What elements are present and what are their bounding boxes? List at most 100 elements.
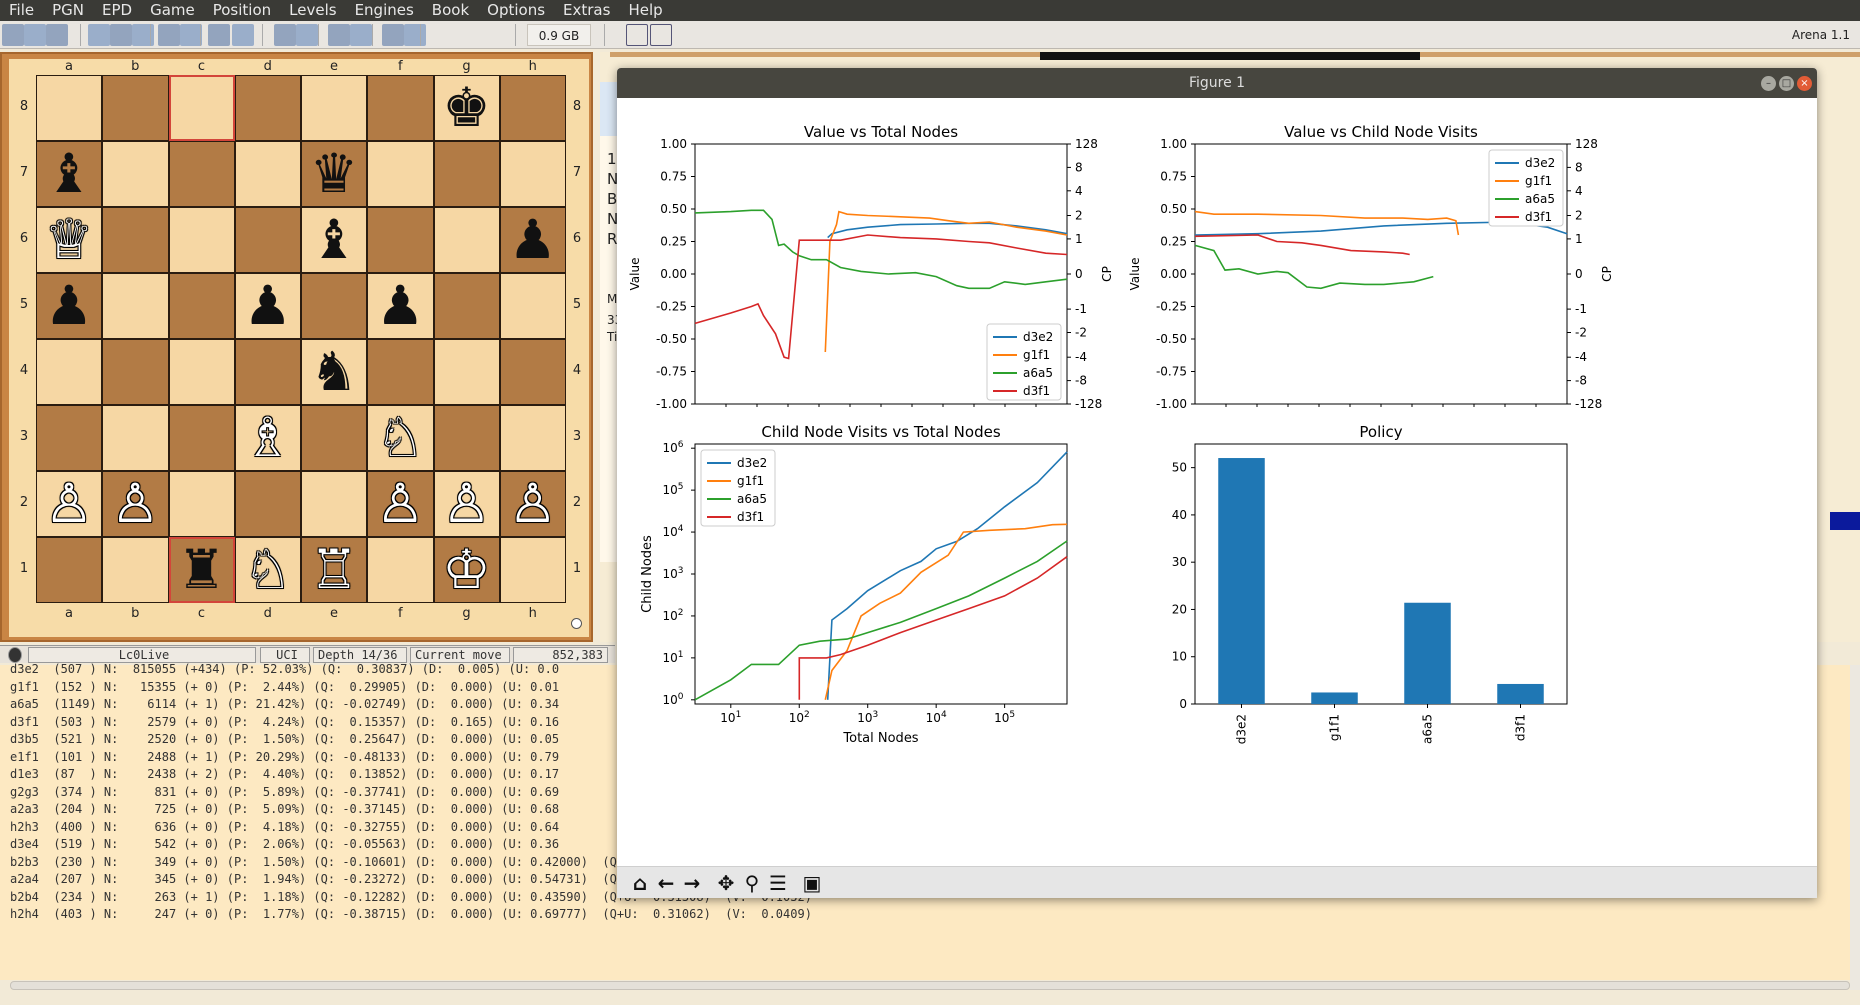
horizontal-scrollbar[interactable] [10,981,1850,990]
square-h8[interactable] [499,75,566,141]
square-g1[interactable] [433,537,500,603]
square-g5[interactable] [433,273,500,339]
menu-file[interactable]: File [9,1,35,19]
square-b4[interactable] [102,339,169,405]
level-up-icon[interactable] [110,24,132,46]
piece-a7[interactable]: ♝ [44,142,94,205]
square-a8[interactable] [36,75,103,141]
menu-epd[interactable]: EPD [102,1,133,19]
engine-line[interactable]: d3f1 (503 ) N: 2579 (+ 0) (P: 4.24%) (Q:… [10,714,560,729]
square-c4[interactable] [168,339,235,405]
square-b8[interactable] [102,75,169,141]
square-b5[interactable] [102,273,169,339]
square-h4[interactable] [499,339,566,405]
epd-remove-icon[interactable] [404,24,426,46]
square-h1[interactable] [499,537,566,603]
engine-line[interactable]: g2g3 (374 ) N: 831 (+ 0) (P: 5.89%) (Q: … [10,784,560,799]
engine-line[interactable]: h2h3 (400 ) N: 636 (+ 0) (P: 4.18%) (Q: … [10,819,560,834]
menu-help[interactable]: Help [628,1,663,19]
square-e7[interactable] [301,141,368,207]
piece-d5[interactable]: ♟ [243,274,292,337]
menu-pgn[interactable]: PGN [52,1,84,19]
flip-icon[interactable] [180,24,202,46]
maximize-icon[interactable]: □ [1779,76,1794,91]
configure-icon[interactable]: ☰ [769,871,787,895]
square-f7[interactable] [367,141,434,207]
piece-e6[interactable]: ♝ [309,208,359,271]
square-g3[interactable] [433,405,500,471]
square-h2[interactable] [499,471,566,537]
square-b3[interactable] [102,405,169,471]
save-game-icon[interactable] [46,24,68,46]
piece-d3[interactable]: ♗ [243,406,292,469]
square-d4[interactable] [234,339,301,405]
square-h5[interactable] [499,273,566,339]
square-e5[interactable] [301,273,368,339]
piece-e4[interactable]: ♞ [309,340,359,403]
menu-engines[interactable]: Engines [354,1,414,19]
square-d3[interactable] [234,405,301,471]
square-c8[interactable] [168,75,235,141]
square-g7[interactable] [433,141,500,207]
engine-line[interactable]: h2h4 (403 ) N: 247 (+ 0) (P: 1.77%) (Q: … [10,907,812,921]
open-icon[interactable] [24,24,46,46]
square-c7[interactable] [168,141,235,207]
square-f6[interactable] [367,207,434,273]
square-a1[interactable] [36,537,103,603]
square-f8[interactable] [367,75,434,141]
square-f5[interactable] [367,273,434,339]
square-d6[interactable] [234,207,301,273]
collapse-icon[interactable] [650,24,672,46]
menu-book[interactable]: Book [431,1,470,19]
square-g2[interactable] [433,471,500,537]
piece-e1[interactable]: ♖ [309,538,359,601]
square-h3[interactable] [499,405,566,471]
pgn-remove-icon[interactable] [350,24,372,46]
square-g6[interactable] [433,207,500,273]
menu-options[interactable]: Options [487,1,546,19]
square-e3[interactable] [301,405,368,471]
piece-f5[interactable]: ♟ [376,274,425,337]
square-f4[interactable] [367,339,434,405]
square-b1[interactable] [102,537,169,603]
engine-status-icon[interactable] [8,647,22,663]
square-e2[interactable] [301,471,368,537]
square-g4[interactable] [433,339,500,405]
square-a6[interactable] [36,207,103,273]
square-h7[interactable] [499,141,566,207]
square-c1[interactable] [168,537,235,603]
fast-forward-icon[interactable] [158,24,180,46]
square-d1[interactable] [234,537,301,603]
square-c3[interactable] [168,405,235,471]
square-d5[interactable] [234,273,301,339]
square-a5[interactable] [36,273,103,339]
square-d2[interactable] [234,471,301,537]
close-icon[interactable]: × [1797,76,1812,91]
square-e8[interactable] [301,75,368,141]
epd-add-icon[interactable] [382,24,404,46]
engine-line[interactable]: d1e3 (87 ) N: 2438 (+ 2) (P: 4.40%) (Q: … [10,767,560,781]
piece-a6[interactable]: ♕ [44,208,94,271]
square-f1[interactable] [367,537,434,603]
piece-b2[interactable]: ♙ [111,472,160,535]
zoom-out-icon[interactable] [296,24,318,46]
fullscreen-icon[interactable] [626,24,648,46]
square-a4[interactable] [36,339,103,405]
home-icon[interactable]: ⌂ [632,871,648,895]
square-d8[interactable] [234,75,301,141]
tools-icon[interactable] [232,24,254,46]
square-b6[interactable] [102,207,169,273]
zoom-icon[interactable]: ⚲ [744,871,760,895]
pan-icon[interactable]: ✥ [717,871,735,895]
square-h6[interactable] [499,207,566,273]
new-board-icon[interactable] [2,24,24,46]
square-a7[interactable] [36,141,103,207]
zoom-in-icon[interactable] [274,24,296,46]
square-e1[interactable] [301,537,368,603]
square-f3[interactable] [367,405,434,471]
piece-g1[interactable]: ♔ [442,538,491,601]
square-c5[interactable] [168,273,235,339]
square-f2[interactable] [367,471,434,537]
engine-line[interactable]: e1f1 (101 ) N: 2488 (+ 1) (P: 20.29%) (Q… [10,749,560,764]
square-e4[interactable] [301,339,368,405]
